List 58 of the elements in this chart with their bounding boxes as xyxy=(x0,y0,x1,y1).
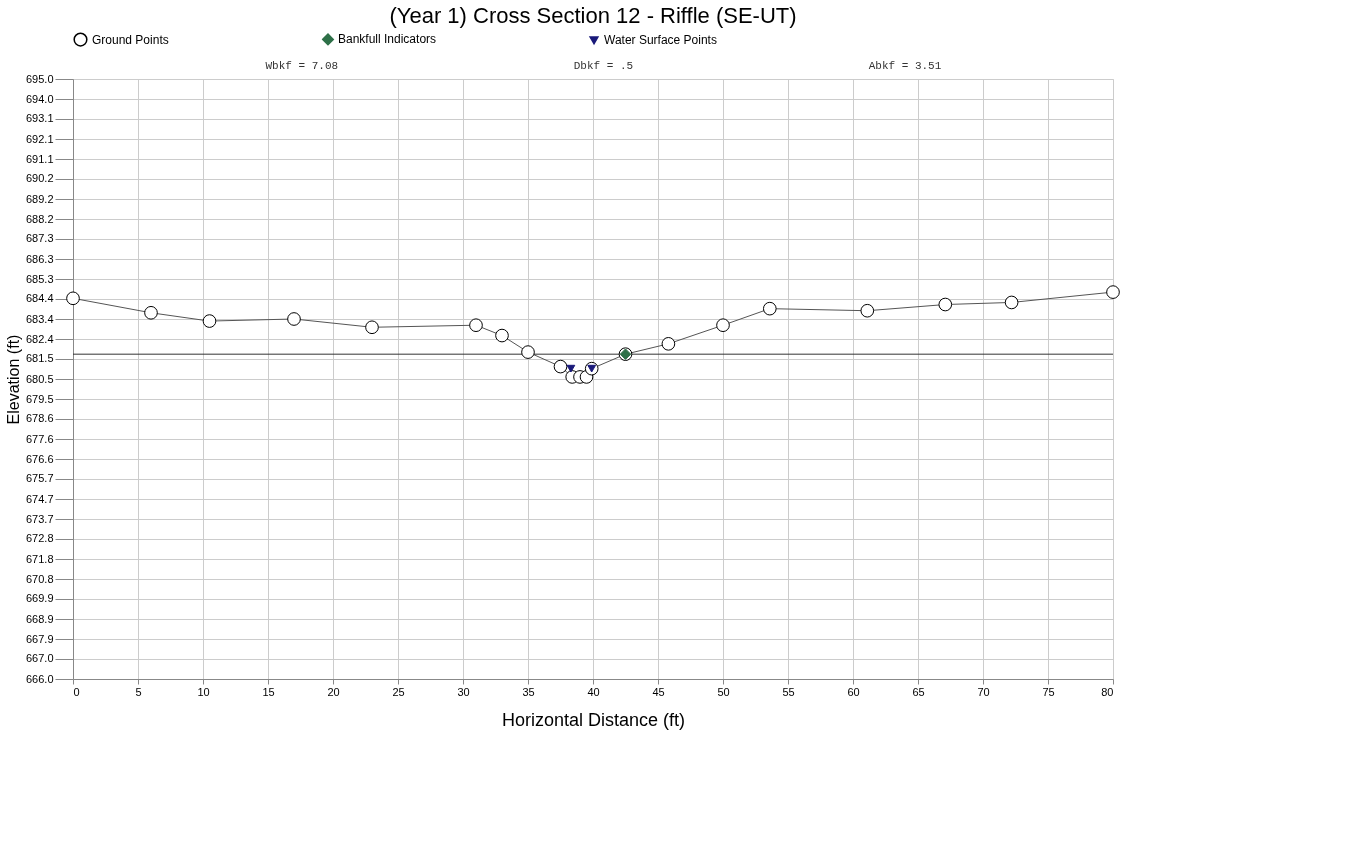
x-tick-label: 55 xyxy=(782,685,795,698)
y-tick-label: 680.5 xyxy=(25,372,54,385)
legend-label: Ground Points xyxy=(92,32,169,47)
y-tick-label: 689.2 xyxy=(25,192,54,205)
legend-label: Water Surface Points xyxy=(604,33,717,48)
y-tick-label: 679.5 xyxy=(25,392,54,405)
x-tick-label: 30 xyxy=(457,685,470,698)
x-tick-label: 35 xyxy=(522,685,535,698)
x-axis-title: Horizontal Distance (ft) xyxy=(501,709,686,730)
y-tick-label: 672.8 xyxy=(25,532,54,545)
x-tick-label: 45 xyxy=(652,685,665,698)
x-tick-label: 25 xyxy=(392,685,405,698)
y-tick-label: 687.3 xyxy=(25,232,54,245)
y-tick-label: 671.8 xyxy=(25,552,54,565)
y-tick-label: 686.3 xyxy=(25,252,54,265)
y-tick-label: 688.2 xyxy=(25,212,54,225)
y-tick-label: 681.5 xyxy=(25,352,54,365)
y-tick-label: 682.4 xyxy=(25,332,54,345)
y-tick-label: 666.0 xyxy=(25,672,54,685)
y-tick-label: 669.9 xyxy=(25,592,54,605)
y-tick-label: 668.9 xyxy=(25,612,54,625)
y-tick-label: 684.4 xyxy=(25,292,54,305)
x-tick-label: 0 xyxy=(73,685,80,698)
y-tick-label: 685.3 xyxy=(25,272,54,285)
y-axis-title: Elevation (ft) xyxy=(4,334,22,425)
x-tick-label: 10 xyxy=(197,685,210,698)
y-tick-label: 667.9 xyxy=(25,632,54,645)
y-tick-label: 673.7 xyxy=(25,512,54,525)
x-tick-label: 20 xyxy=(327,685,340,698)
x-tick-label: 5 xyxy=(135,685,142,698)
y-tick-label: 695.0 xyxy=(25,72,54,85)
y-tick-label: 678.6 xyxy=(25,412,54,425)
y-tick-label: 675.7 xyxy=(25,472,54,485)
y-tick-label: 692.1 xyxy=(25,132,54,145)
chart-title: (Year 1) Cross Section 12 - Riffle (SE-UT) xyxy=(389,3,797,28)
y-tick-label: 676.6 xyxy=(25,452,54,465)
x-tick-label: 60 xyxy=(847,685,860,698)
y-tick-label: 683.4 xyxy=(25,312,54,325)
point xyxy=(566,364,576,373)
x-tick-label: 50 xyxy=(717,685,730,698)
x-tick-label: 40 xyxy=(587,685,600,698)
x-tick-label: 80 xyxy=(1101,685,1114,698)
y-tick-label: 677.6 xyxy=(25,432,54,445)
text: Dbkf = .5 xyxy=(573,60,634,72)
text: Wbkf = 7.08 xyxy=(265,60,339,72)
x-tick-label: 75 xyxy=(1042,685,1055,698)
legend-label: Bankfull Indicators xyxy=(338,32,437,47)
text: Abkf = 3.51 xyxy=(868,60,942,72)
y-tick-label: 693.1 xyxy=(25,112,54,125)
y-tick-label: 690.2 xyxy=(25,172,54,185)
x-tick-label: 65 xyxy=(912,685,925,698)
y-tick-label: 691.1 xyxy=(25,152,54,165)
y-tick-label: 694.0 xyxy=(25,92,54,105)
y-tick-label: 670.8 xyxy=(25,572,54,585)
x-tick-label: 70 xyxy=(977,685,990,698)
y-tick-label: 667.0 xyxy=(25,652,54,665)
y-tick-label: 674.7 xyxy=(25,492,54,505)
x-tick-label: 15 xyxy=(262,685,275,698)
